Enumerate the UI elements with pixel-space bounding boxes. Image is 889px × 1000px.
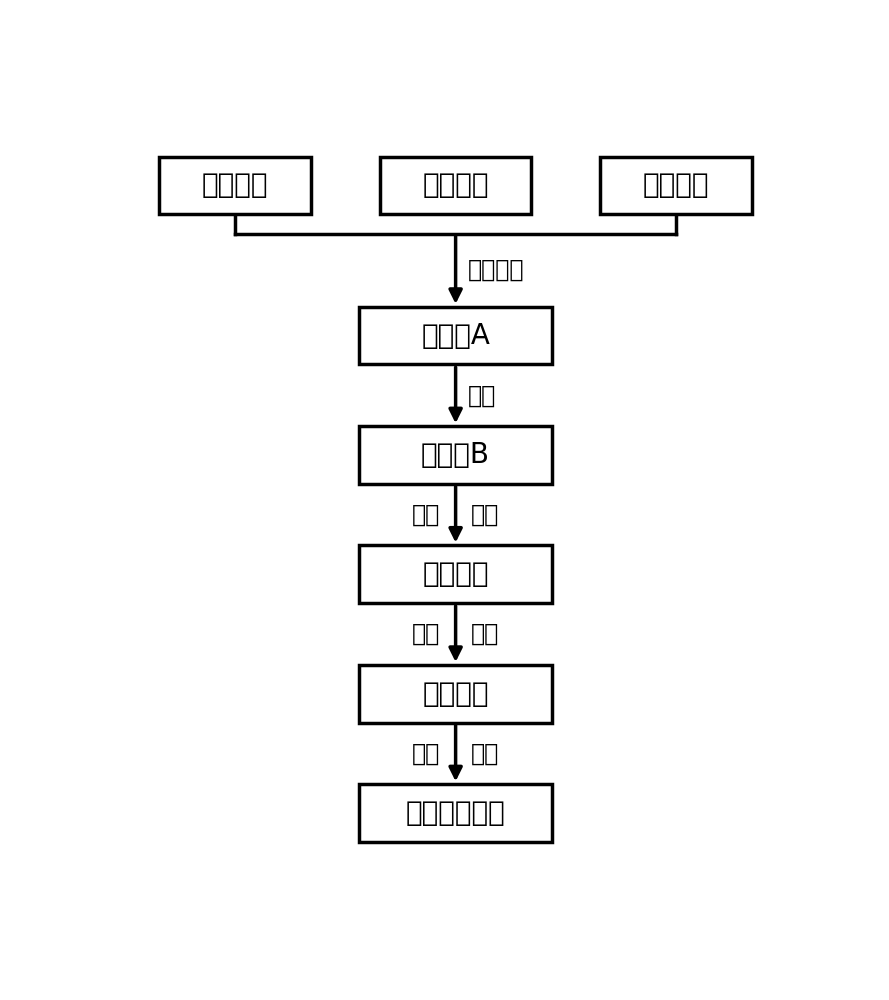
Text: 烘干: 烘干 (412, 503, 440, 527)
FancyBboxPatch shape (159, 157, 311, 214)
FancyBboxPatch shape (359, 307, 552, 364)
Text: 无水乙醇: 无水乙醇 (468, 258, 525, 282)
Text: 混合液A: 混合液A (421, 322, 490, 350)
Text: 黑色粉末: 黑色粉末 (422, 560, 489, 588)
FancyBboxPatch shape (600, 157, 752, 214)
Text: 研磨: 研磨 (471, 741, 499, 765)
Text: 混合液B: 混合液B (421, 441, 490, 469)
FancyBboxPatch shape (359, 784, 552, 842)
FancyBboxPatch shape (359, 426, 552, 484)
Text: 钴源原料: 钴源原料 (643, 171, 709, 199)
Text: 研磨: 研磨 (471, 503, 499, 527)
Text: 镁源原料: 镁源原料 (422, 171, 489, 199)
FancyBboxPatch shape (359, 665, 552, 723)
Text: 正极活性材料: 正极活性材料 (405, 799, 506, 827)
Text: 中间产物: 中间产物 (422, 680, 489, 708)
Text: 研磨: 研磨 (471, 622, 499, 646)
Text: 预烧: 预烧 (412, 622, 440, 646)
Text: 锂源原料: 锂源原料 (202, 171, 268, 199)
FancyBboxPatch shape (359, 545, 552, 603)
FancyBboxPatch shape (380, 157, 532, 214)
Text: 终烧: 终烧 (412, 741, 440, 765)
Text: 球磨: 球磨 (468, 383, 496, 407)
